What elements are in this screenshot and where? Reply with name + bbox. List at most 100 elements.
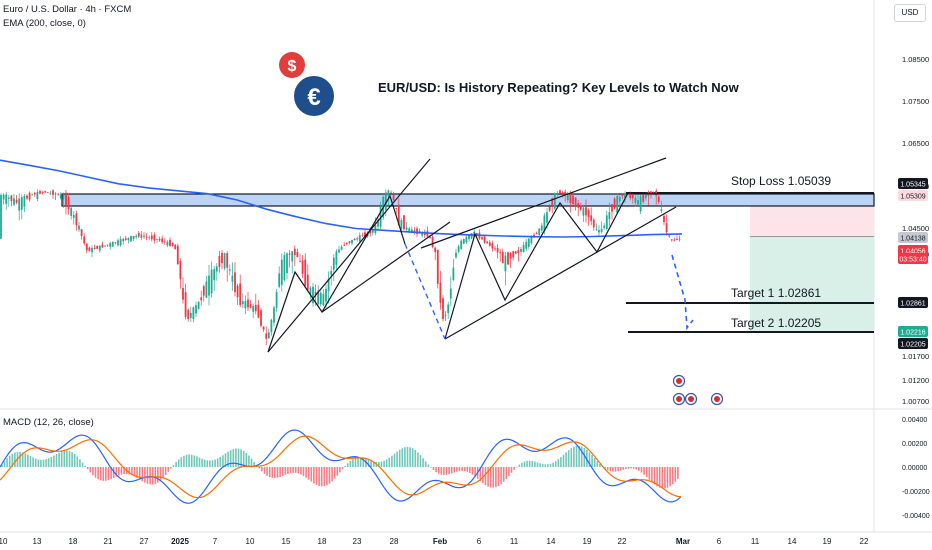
candle-body [265,333,268,339]
macd-bar [448,467,450,475]
candle-body [5,194,8,204]
candle-body [54,193,57,195]
candle-body [49,192,52,194]
macd-legend[interactable]: MACD (12, 26, close) [3,417,94,428]
candle-body [345,242,348,244]
macd-bar [406,446,409,467]
candle-body [379,206,382,227]
macd-bar [456,467,458,472]
candle-body [132,236,135,239]
candle-body [171,243,174,246]
candle-body [254,304,257,312]
macd-bar [37,459,40,467]
candle-body [187,309,190,320]
macd-bar [638,467,640,471]
candle-body [135,235,138,238]
macd-bar [45,459,47,467]
euro-glyph: € [307,84,320,111]
macd-bar [450,467,453,474]
macd-bar [383,460,385,467]
candle-body [325,288,327,302]
candle-body [358,235,361,242]
macd-bar [552,462,554,467]
candle-body [442,298,444,320]
macd-bar [263,467,266,474]
currency-selector[interactable]: USD [894,4,926,22]
time-tick-label: 18 [69,537,78,546]
candle-body [286,253,288,274]
macd-bar [606,467,609,471]
macd-bar [484,467,487,486]
macd-bar [287,467,289,474]
macd-bar [248,455,250,467]
macd-bar [63,450,66,467]
candle-body [41,192,44,193]
macd-bar [297,467,300,474]
zigzag-2 [444,192,659,340]
stop-loss-label: Stop Loss 1.05039 [731,174,831,188]
macd-bar [528,460,531,467]
candle-body [117,240,119,246]
symbol-legend[interactable]: Euro / U.S. Dollar · 4h · FXCM [3,4,132,15]
macd-bar [536,462,539,467]
candle-body [319,292,322,305]
candle-body [507,252,509,265]
macd-bar [609,467,612,472]
candle-body [460,240,463,249]
candle-body [327,278,330,292]
macd-bar [323,467,326,487]
macd-bar [419,455,422,467]
zigzag-1 [267,194,406,353]
candle-body [299,261,301,263]
candle-body [83,236,86,244]
macd-tick-label: 0.00000 [902,465,927,472]
ema-legend[interactable]: EMA (200, close, 0) [3,18,86,29]
macd-bar [107,467,110,481]
candle-body [413,230,416,232]
candle-body [189,312,192,318]
candle-body [390,192,392,194]
macd-bar [591,455,593,467]
candle-body [603,225,606,229]
macd-bar [157,467,159,483]
candle-body [410,229,413,233]
macd-bar [222,455,224,467]
time-tick-label: 21 [104,537,113,546]
candle-body [361,235,364,237]
candle-body [517,250,520,253]
macd-bar [284,467,287,475]
macd-bar [653,467,656,485]
candle-body [140,234,143,238]
macd-bar [29,456,32,467]
candle-body [330,271,333,275]
candle-body [587,209,590,218]
candle-body [301,260,304,274]
macd-bar [461,467,463,471]
macd-bar [71,452,73,467]
macd-bar [573,446,575,467]
candle-body [241,301,244,305]
candle-body [39,190,41,194]
macd-bar [578,445,580,467]
candle-body [600,228,603,232]
price-badge-label: 1.04056 [900,249,925,256]
candle-body [598,229,600,233]
candle-body [457,246,460,252]
price-badge-label: 1.04138 [900,236,925,243]
candle-body [13,198,15,205]
candle-body [293,248,296,255]
macd-bar [362,458,365,467]
candle-body [462,239,465,244]
price-tick-label: 1.06500 [902,139,929,148]
macd-bar [185,454,188,467]
candle-body [335,251,338,265]
channel-2-lower-line [444,206,677,340]
candle-body [93,247,96,249]
candle-body [577,203,580,208]
candle-body [377,219,379,227]
flag-icon [714,396,720,402]
candle-body [665,223,668,233]
candle-body [109,243,112,247]
macd-bar [658,467,661,488]
